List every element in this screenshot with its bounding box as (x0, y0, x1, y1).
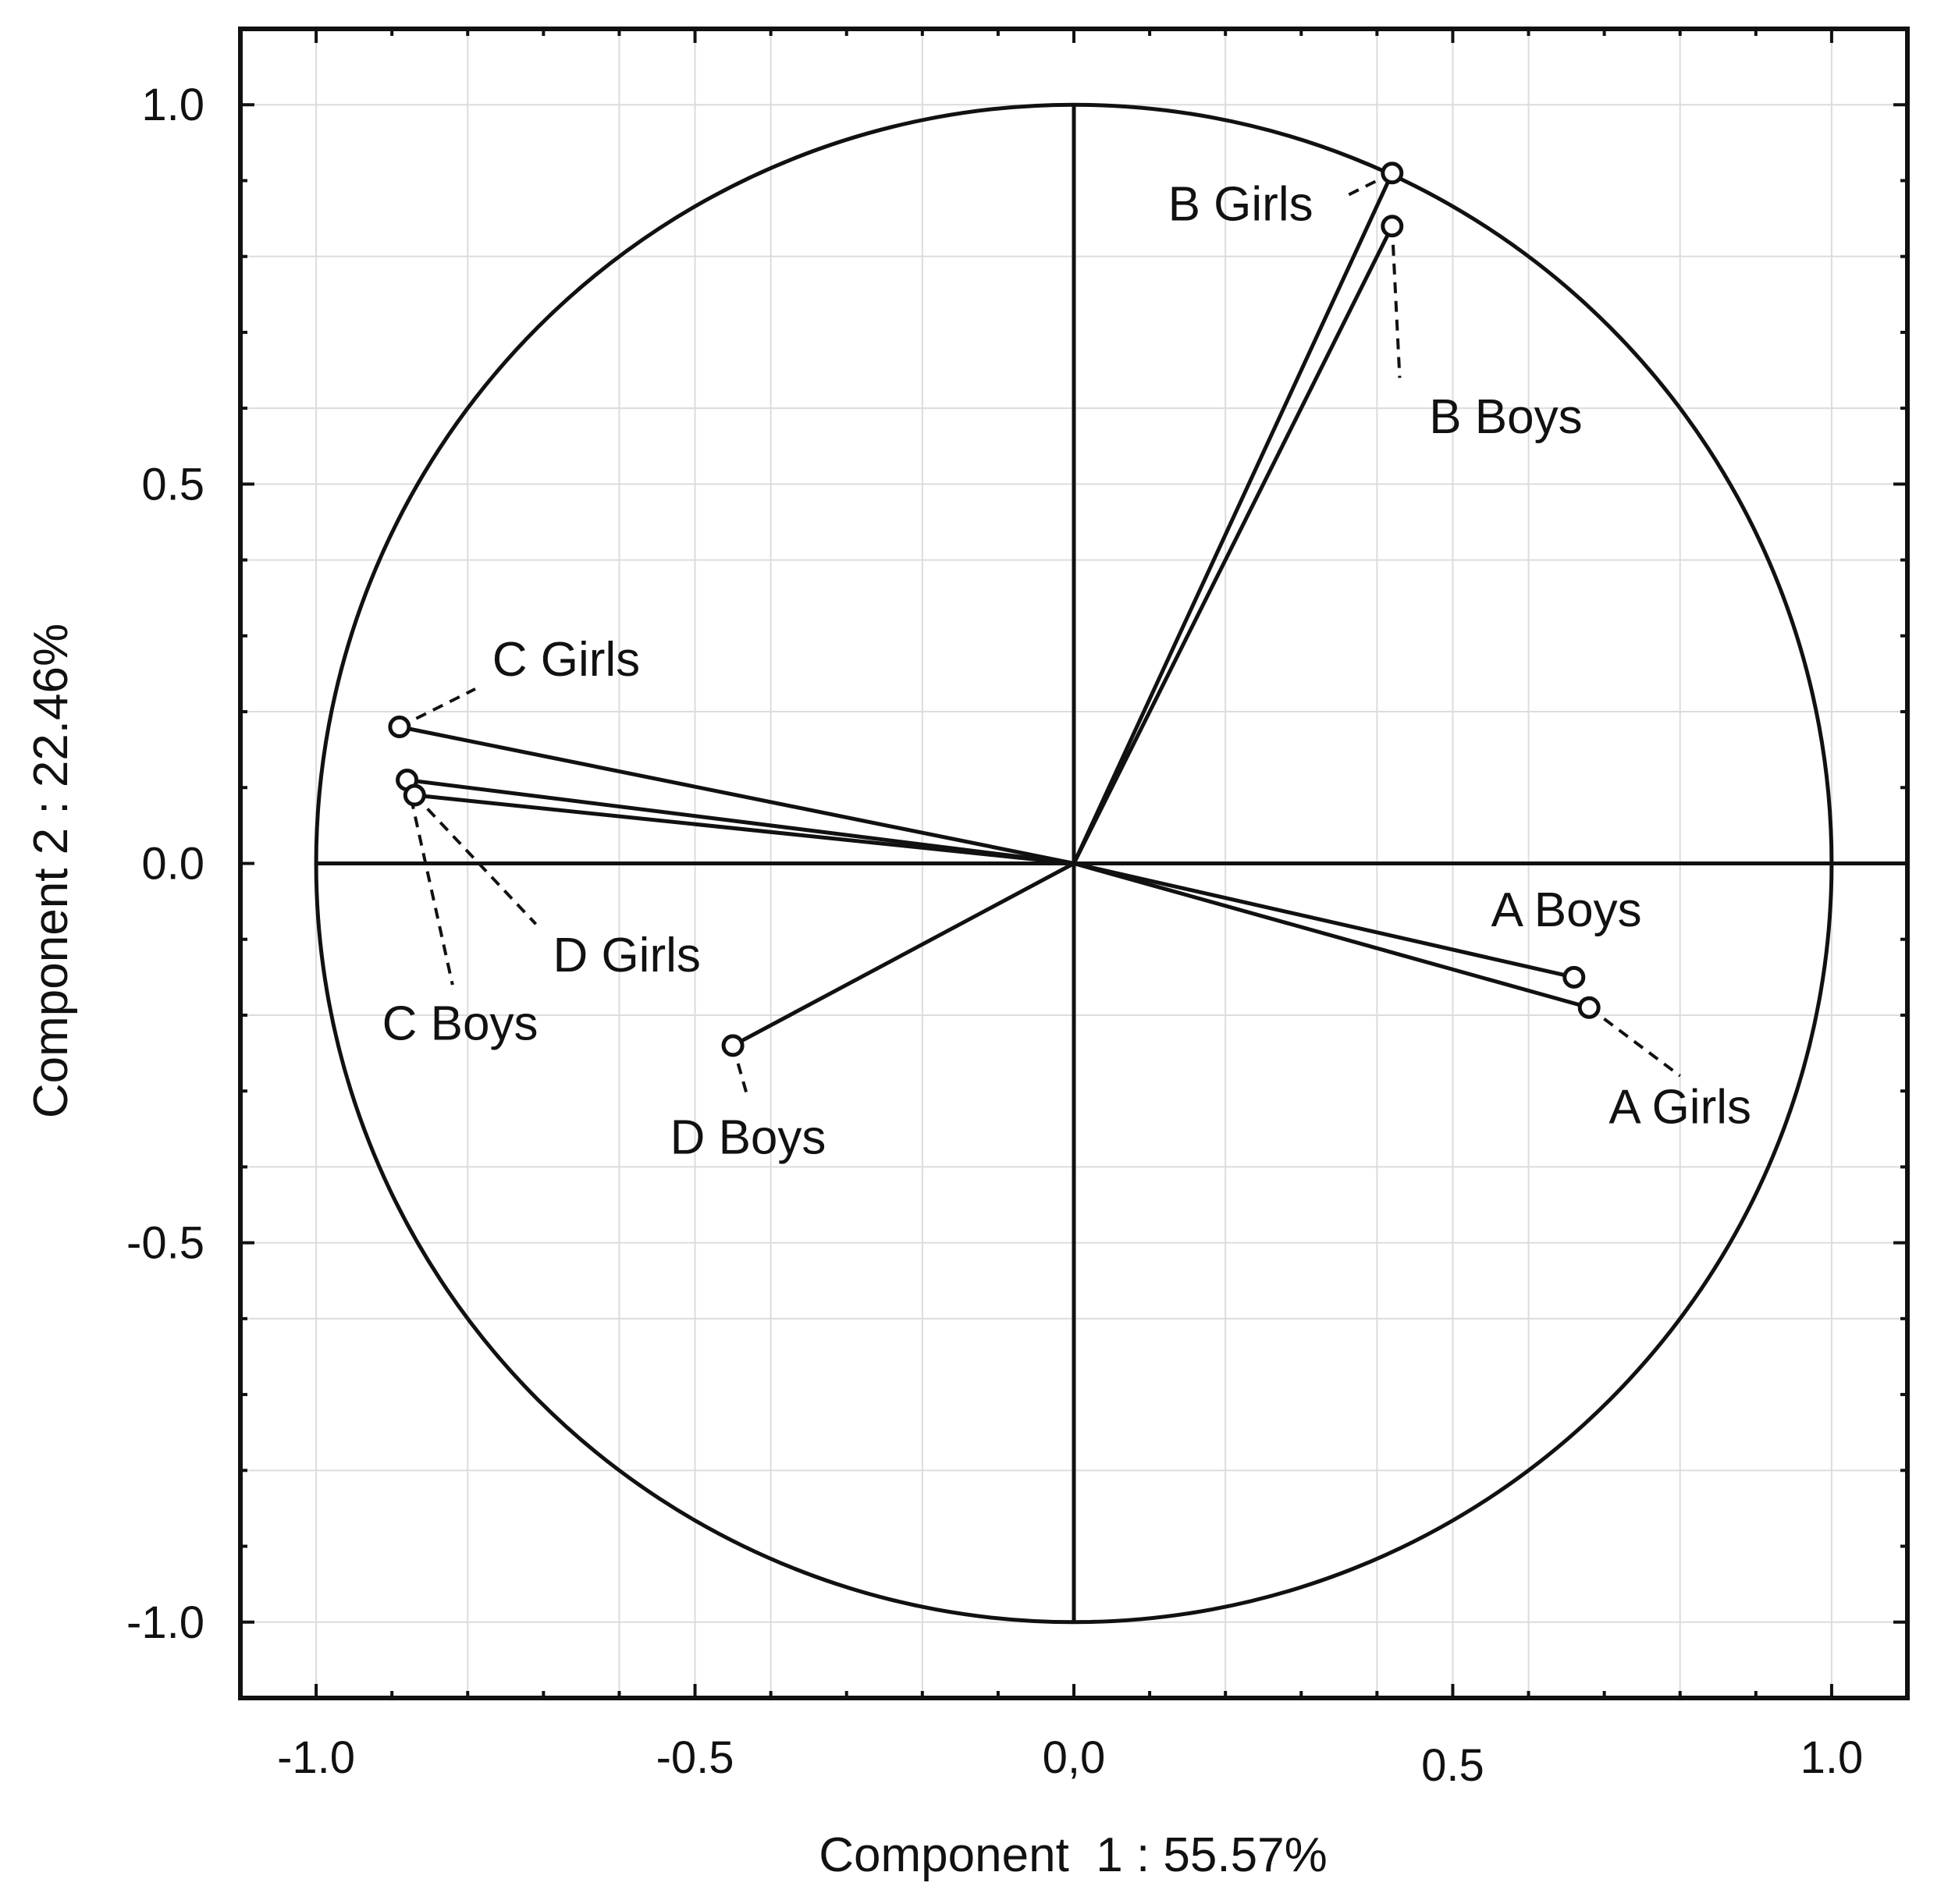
vector-b-boys (1072, 225, 1395, 865)
x-tick-label: -1.0 (277, 1732, 355, 1783)
leader-c-girls (398, 687, 476, 729)
label-a-boys: A Boys (1491, 883, 1642, 937)
point-d-boys (721, 1034, 745, 1057)
x-tick-label: -0.5 (656, 1732, 734, 1783)
vector-c-boys (407, 778, 1075, 865)
vector-b-girls (1072, 172, 1395, 865)
label-c-girls: C Girls (492, 633, 640, 687)
label-c-boys: C Boys (382, 997, 539, 1051)
vector-c-girls (399, 725, 1075, 865)
vector-d-boys (731, 861, 1075, 1048)
point-d-girls (403, 783, 426, 807)
y-tick-label: -1.0 (126, 1597, 204, 1648)
point-c-girls (388, 715, 411, 738)
vector-d-girls (414, 793, 1075, 865)
x-tick-label: 1.0 (1800, 1732, 1864, 1783)
vector-a-boys (1073, 861, 1575, 979)
x-tick-label: 0,0 (1043, 1732, 1106, 1783)
y-tick-label: -0.5 (126, 1218, 204, 1269)
leader-d-girls (413, 794, 538, 925)
point-labels: B Girls B Boys C Girls C Boys D Girls D Boys A… (382, 178, 1751, 1165)
leader-a-girls (1588, 1006, 1681, 1078)
x-axis-title: Component 1 : 55.57% (819, 1828, 1327, 1882)
label-d-boys: D Boys (670, 1111, 826, 1165)
label-a-girls: A Girls (1608, 1081, 1751, 1135)
point-b-girls (1381, 162, 1404, 185)
loading-vectors (399, 172, 1590, 1048)
label-d-girls: D Girls (553, 929, 700, 982)
tick-labels: -1.0 -0.5 0,0 0.5 1.0 1.0 0.5 0.0 -0.5 -1.0 (126, 80, 1863, 1791)
tick-marks (239, 27, 1909, 1700)
y-tick-label: 0.5 (141, 459, 204, 510)
point-a-boys (1562, 965, 1586, 989)
label-b-boys: B Boys (1429, 390, 1582, 444)
point-b-boys (1381, 215, 1404, 238)
vector-a-girls (1073, 861, 1590, 1010)
y-tick-label: 0.0 (141, 839, 204, 890)
leader-b-boys (1390, 226, 1402, 378)
x-tick-label: 0.5 (1421, 1740, 1484, 1791)
loading-points (388, 162, 1601, 1057)
point-a-girls (1577, 996, 1601, 1019)
leader-c-boys (405, 780, 454, 986)
y-tick-label: 1.0 (141, 80, 204, 130)
y-axis-title: Component 2 : 22.46% (24, 623, 78, 1118)
label-b-girls: B Girls (1168, 178, 1313, 232)
